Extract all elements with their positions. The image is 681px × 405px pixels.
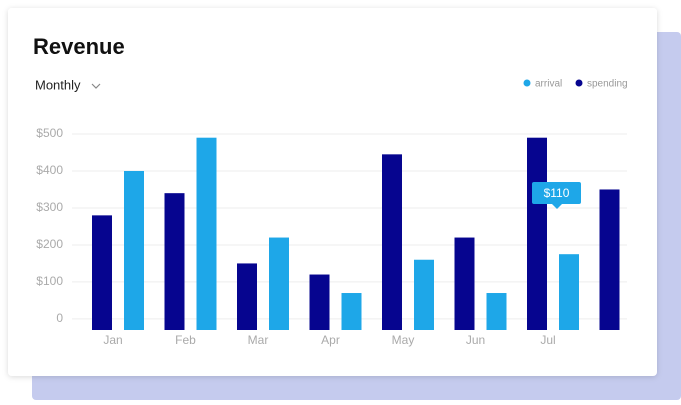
x-tick-label: Apr [321,333,340,347]
chart-title: Revenue [33,34,125,59]
bar[interactable] [124,170,144,330]
bar[interactable] [237,263,257,330]
bar[interactable] [486,293,507,330]
bar[interactable] [269,237,289,330]
bar[interactable] [527,137,547,330]
bar[interactable] [414,259,434,330]
y-tick-label: $100 [36,274,63,288]
tooltip-pointer [552,204,562,209]
bar[interactable] [382,154,402,330]
legend-label: arrival [535,79,562,90]
y-tick-label: $500 [36,126,63,140]
x-tick-label: May [392,333,415,347]
tooltip-box [532,182,581,204]
y-tick-label: $200 [36,237,63,251]
period-label[interactable]: Monthly [35,77,81,92]
bar[interactable] [164,193,185,330]
x-tick-label: Mar [248,333,269,347]
period-dropdown[interactable]: Monthly [35,77,101,92]
x-tick-label: Jul [540,333,555,347]
tooltip-text: $110 [544,186,570,200]
legend-marker [575,79,583,87]
x-tick-label: Feb [175,333,196,347]
bar[interactable] [92,215,112,330]
bar[interactable] [599,189,620,330]
legend-label: spending [587,79,628,90]
bar[interactable] [309,274,330,330]
bar[interactable] [559,254,579,330]
legend-marker [523,79,531,87]
bar[interactable] [454,237,475,330]
y-tick-label: $400 [36,163,63,177]
x-tick-label: Jan [103,333,122,347]
x-tick-label: Jun [466,333,485,347]
y-tick-label: $300 [36,200,63,214]
bar[interactable] [341,293,362,330]
y-tick-label: 0 [56,311,63,325]
bar[interactable] [196,137,217,330]
chevron[interactable] [91,83,101,89]
